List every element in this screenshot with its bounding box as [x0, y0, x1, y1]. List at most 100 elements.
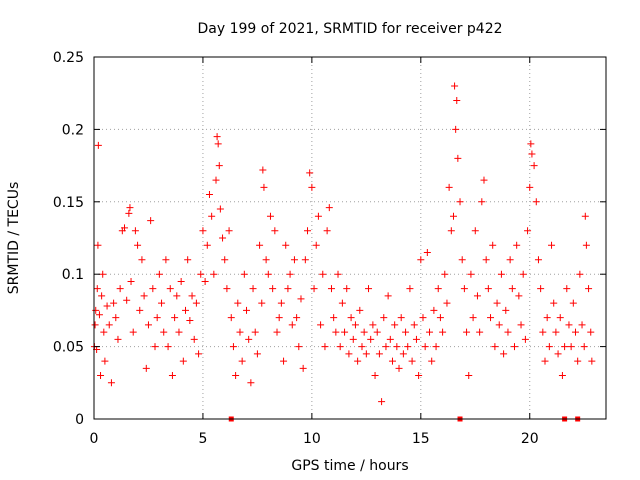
data-point [125, 209, 133, 217]
data-point [232, 372, 240, 380]
data-point [541, 357, 549, 365]
data-point [215, 162, 223, 170]
data-point [391, 321, 399, 329]
data-point [439, 328, 447, 336]
data-point [338, 299, 346, 307]
data-point [151, 343, 159, 351]
data-point [99, 270, 107, 278]
data-point [249, 285, 257, 293]
data-point [149, 285, 157, 293]
data-point [397, 314, 405, 322]
data-point [393, 343, 401, 351]
data-point [571, 328, 579, 336]
data-point [565, 321, 573, 329]
data-point [493, 299, 501, 307]
data-point [369, 321, 377, 329]
data-point [284, 285, 292, 293]
ticks-layer: 0 5 10 15 20 0 0.05 0.1 0.15 0.2 0.25 [53, 50, 606, 447]
data-point [360, 328, 368, 336]
data-point [247, 379, 255, 387]
data-point [205, 191, 213, 199]
data-point [508, 285, 516, 293]
data-point [373, 328, 381, 336]
data-point [158, 299, 166, 307]
chart-title: Day 199 of 2021, SRMTID for receiver p42… [197, 21, 502, 37]
data-point [175, 328, 183, 336]
data-point [460, 285, 468, 293]
data-point [580, 343, 588, 351]
data-point [404, 343, 412, 351]
data-point [408, 357, 416, 365]
data-point [259, 166, 267, 174]
data-point [504, 328, 512, 336]
data-point [240, 270, 248, 278]
data-point [290, 256, 298, 264]
data-point [201, 277, 209, 285]
x-axis-label: GPS time / hours [291, 458, 408, 474]
data-point [223, 285, 231, 293]
data-point [297, 295, 305, 303]
data-point [426, 328, 434, 336]
data-point [213, 133, 221, 141]
data-point [168, 372, 176, 380]
data-point [351, 321, 359, 329]
data-point [306, 169, 314, 177]
data-point [569, 299, 577, 307]
data-point [177, 277, 185, 285]
data-point [502, 306, 510, 314]
data-point [325, 204, 333, 212]
data-point [497, 270, 505, 278]
data-point [103, 302, 111, 310]
data-point [225, 227, 233, 235]
data-point [495, 321, 503, 329]
data-point [258, 299, 266, 307]
data-point [356, 306, 364, 314]
data-point [465, 372, 473, 380]
data-point [519, 270, 527, 278]
data-point [539, 328, 547, 336]
y-tick-label: 0.05 [53, 340, 84, 356]
data-point [419, 314, 427, 322]
data-point [293, 314, 301, 322]
data-point [491, 343, 499, 351]
y-tick-label: 0.1 [62, 267, 84, 283]
data-point [134, 241, 142, 249]
data-point [129, 328, 137, 336]
data-point [467, 270, 475, 278]
data-point [443, 299, 451, 307]
data-point [253, 350, 261, 358]
data-point [271, 227, 279, 235]
data-point [423, 248, 431, 256]
data-point [262, 256, 270, 264]
data-point [116, 285, 124, 293]
data-point [445, 183, 453, 191]
data-point [517, 321, 525, 329]
data-point [100, 328, 108, 336]
data-point [160, 328, 168, 336]
data-point [199, 227, 207, 235]
data-point [238, 357, 246, 365]
data-point [582, 241, 590, 249]
data-point [236, 328, 244, 336]
data-point [214, 140, 222, 148]
data-point [323, 227, 331, 235]
data-point [528, 150, 536, 158]
data-point [173, 292, 181, 300]
data-point [273, 328, 281, 336]
data-point [521, 335, 529, 343]
data-point [186, 317, 194, 325]
data-point [327, 285, 335, 293]
data-point [288, 321, 296, 329]
data-point [567, 343, 575, 351]
x-tick-label: 0 [90, 431, 99, 447]
data-point [317, 321, 325, 329]
data-point [452, 125, 460, 133]
data-point [93, 285, 101, 293]
data-point [192, 299, 200, 307]
data-point [147, 217, 155, 225]
data-point [513, 241, 521, 249]
data-point [585, 285, 593, 293]
data-point [94, 141, 102, 149]
data-point [304, 227, 312, 235]
